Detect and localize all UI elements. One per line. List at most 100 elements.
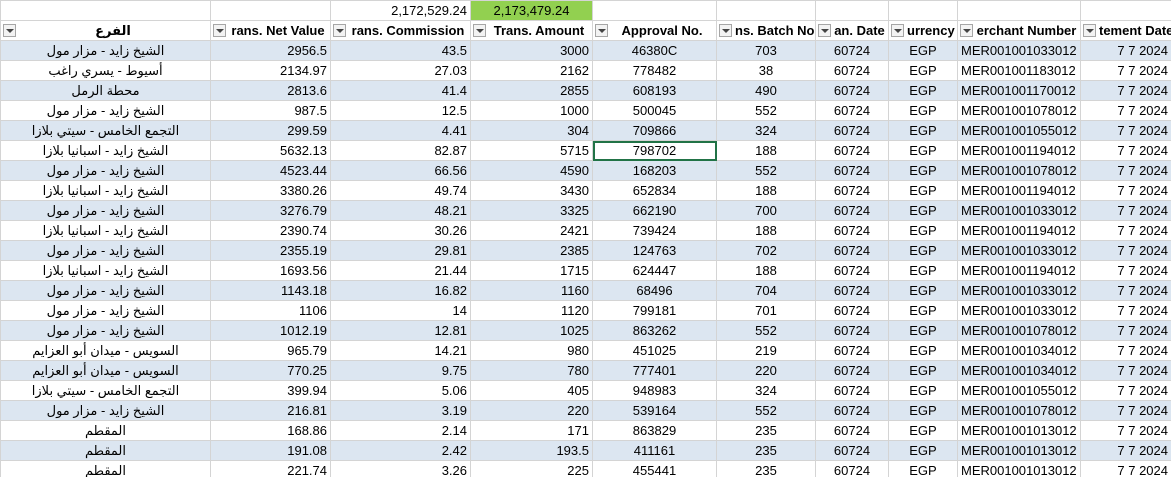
cell[interactable]: 2390.74 — [210, 220, 331, 241]
cell[interactable]: 702 — [716, 240, 816, 261]
cell[interactable]: MER001001013012 — [957, 420, 1081, 441]
cell[interactable]: MER001001078012 — [957, 400, 1081, 421]
cell[interactable]: 60724 — [815, 100, 889, 121]
cell[interactable]: الشيخ زايد - مزار مول — [0, 160, 211, 181]
filter-button[interactable] — [818, 24, 831, 37]
cell[interactable]: 38 — [716, 60, 816, 81]
total-cell[interactable]: 2,172,529.24 — [330, 0, 471, 21]
cell[interactable] — [957, 0, 1081, 21]
cell[interactable]: 2.42 — [330, 440, 471, 461]
header-cell[interactable]: ns. Batch No. — [716, 20, 816, 41]
cell[interactable]: 2355.19 — [210, 240, 331, 261]
cell[interactable]: 778482 — [592, 60, 717, 81]
cell[interactable]: EGP — [888, 180, 958, 201]
cell[interactable]: 704 — [716, 280, 816, 301]
cell[interactable]: 863262 — [592, 320, 717, 341]
cell[interactable]: المقطم — [0, 420, 211, 441]
cell[interactable]: 191.08 — [210, 440, 331, 461]
cell[interactable]: الشيخ زايد - اسبانيا بلازا — [0, 140, 211, 161]
cell[interactable]: EGP — [888, 340, 958, 361]
cell[interactable]: 7 7 2024 — [1080, 60, 1171, 81]
cell[interactable]: 2956.5 — [210, 40, 331, 61]
cell[interactable]: أسيوط - يسري راغب — [0, 60, 211, 81]
cell[interactable]: 7 7 2024 — [1080, 320, 1171, 341]
cell[interactable]: 703 — [716, 40, 816, 61]
filter-button[interactable] — [595, 24, 608, 37]
cell[interactable]: 552 — [716, 100, 816, 121]
cell[interactable]: 7 7 2024 — [1080, 240, 1171, 261]
cell[interactable]: 193.5 — [470, 440, 593, 461]
cell[interactable]: MER001001034012 — [957, 340, 1081, 361]
cell[interactable]: 980 — [470, 340, 593, 361]
cell[interactable]: 12.81 — [330, 320, 471, 341]
cell[interactable]: 770.25 — [210, 360, 331, 381]
cell[interactable]: 60724 — [815, 320, 889, 341]
cell[interactable]: 2421 — [470, 220, 593, 241]
cell[interactable]: 60724 — [815, 120, 889, 141]
cell[interactable]: 188 — [716, 180, 816, 201]
cell[interactable]: 7 7 2024 — [1080, 100, 1171, 121]
cell[interactable]: 41.4 — [330, 80, 471, 101]
cell[interactable]: MER001001013012 — [957, 460, 1081, 477]
cell[interactable]: 3380.26 — [210, 180, 331, 201]
cell[interactable]: MER001001170012 — [957, 80, 1081, 101]
header-cell[interactable]: Approval No. — [592, 20, 717, 41]
cell[interactable]: الشيخ زايد - اسبانيا بلازا — [0, 260, 211, 281]
cell[interactable]: EGP — [888, 200, 958, 221]
cell[interactable]: 7 7 2024 — [1080, 40, 1171, 61]
cell[interactable]: 411161 — [592, 440, 717, 461]
cell[interactable]: EGP — [888, 140, 958, 161]
cell[interactable]: 2162 — [470, 60, 593, 81]
cell[interactable]: 188 — [716, 260, 816, 281]
cell[interactable]: الشيخ زايد - مزار مول — [0, 280, 211, 301]
cell[interactable]: 405 — [470, 380, 593, 401]
cell[interactable]: 171 — [470, 420, 593, 441]
cell[interactable]: 7 7 2024 — [1080, 220, 1171, 241]
cell[interactable]: 27.03 — [330, 60, 471, 81]
cell[interactable]: 490 — [716, 80, 816, 101]
cell[interactable]: السويس - ميدان أبو العزايم — [0, 340, 211, 361]
cell[interactable]: 1120 — [470, 300, 593, 321]
cell[interactable]: 4590 — [470, 160, 593, 181]
cell[interactable]: 948983 — [592, 380, 717, 401]
cell[interactable]: 7 7 2024 — [1080, 420, 1171, 441]
header-cell[interactable]: Trans. Amount — [470, 20, 593, 41]
cell[interactable]: EGP — [888, 440, 958, 461]
cell[interactable]: المقطم — [0, 460, 211, 477]
cell[interactable]: 60724 — [815, 380, 889, 401]
cell[interactable]: 60724 — [815, 40, 889, 61]
cell[interactable]: 399.94 — [210, 380, 331, 401]
cell[interactable]: 46380C — [592, 40, 717, 61]
cell[interactable]: 552 — [716, 400, 816, 421]
cell[interactable]: MER001001055012 — [957, 120, 1081, 141]
cell[interactable]: 60724 — [815, 260, 889, 281]
cell[interactable]: EGP — [888, 360, 958, 381]
cell[interactable]: 60724 — [815, 340, 889, 361]
cell[interactable]: 7 7 2024 — [1080, 380, 1171, 401]
cell[interactable]: 7 7 2024 — [1080, 340, 1171, 361]
cell[interactable]: الشيخ زايد - مزار مول — [0, 300, 211, 321]
cell[interactable]: 2855 — [470, 80, 593, 101]
cell[interactable]: 168203 — [592, 160, 717, 181]
cell[interactable]: 965.79 — [210, 340, 331, 361]
cell[interactable]: 652834 — [592, 180, 717, 201]
cell[interactable]: 14.21 — [330, 340, 471, 361]
cell[interactable]: EGP — [888, 420, 958, 441]
cell[interactable]: MER001001194012 — [957, 180, 1081, 201]
cell[interactable]: 235 — [716, 460, 816, 477]
cell[interactable]: MER001001033012 — [957, 40, 1081, 61]
cell[interactable]: 608193 — [592, 80, 717, 101]
cell[interactable]: 235 — [716, 420, 816, 441]
cell[interactable]: الشيخ زايد - مزار مول — [0, 40, 211, 61]
cell[interactable]: 49.74 — [330, 180, 471, 201]
cell[interactable]: 798702 — [592, 140, 717, 161]
cell[interactable]: 3.26 — [330, 460, 471, 477]
cell[interactable]: 60724 — [815, 460, 889, 477]
cell[interactable]: الشيخ زايد - مزار مول — [0, 320, 211, 341]
cell[interactable]: MER001001194012 — [957, 220, 1081, 241]
cell[interactable]: MER001001033012 — [957, 240, 1081, 261]
cell[interactable]: 168.86 — [210, 420, 331, 441]
cell[interactable]: 3276.79 — [210, 200, 331, 221]
cell[interactable]: 7 7 2024 — [1080, 140, 1171, 161]
cell[interactable] — [1080, 0, 1171, 21]
